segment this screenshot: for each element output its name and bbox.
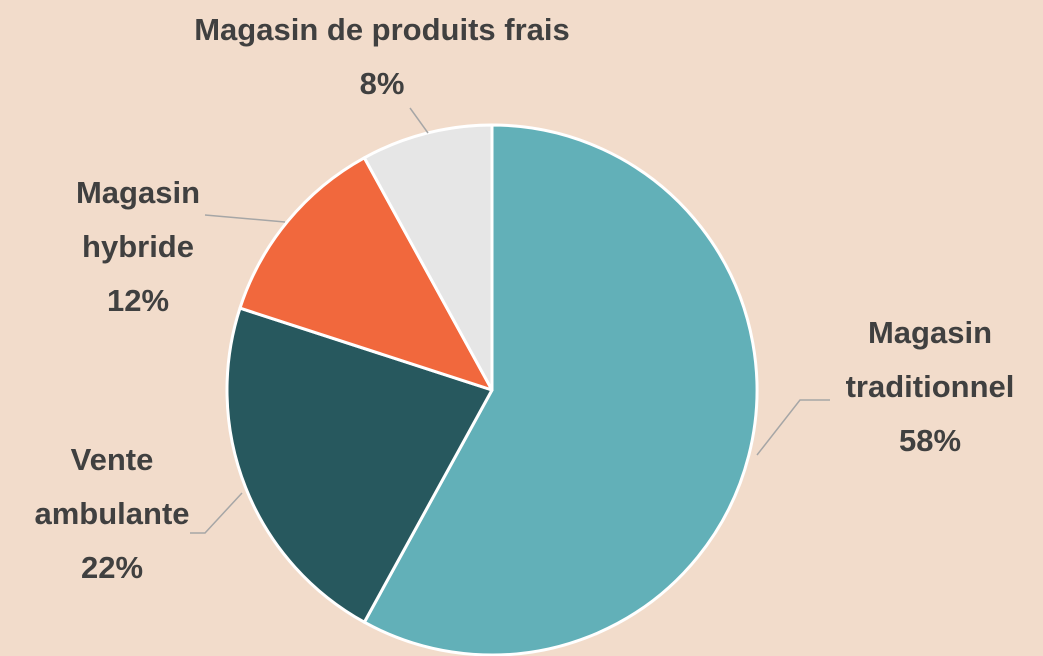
leader-line [204, 214, 286, 223]
category-label: Magasin de produits frais [194, 12, 570, 47]
value-label: 8% [359, 66, 405, 101]
value-label: 12% [106, 283, 170, 318]
pie-slice [238, 156, 494, 392]
leader-line [756, 399, 830, 456]
value-label: 58% [898, 423, 962, 458]
leader-line [190, 492, 243, 534]
category-label: Vente ambulante [34, 442, 190, 531]
pie-slice [225, 306, 494, 624]
leader-line [409, 107, 429, 134]
data-label: Magasin traditionnel 58% [825, 306, 1035, 468]
data-label: Vente ambulante 22% [12, 433, 212, 595]
pie-slice [362, 123, 494, 392]
data-label: Magasin de produits frais 8% [122, 3, 642, 111]
slices [225, 123, 759, 656]
pie-slice [362, 123, 759, 656]
category-label: Magasin hybride [75, 175, 201, 264]
category-label: Magasin traditionnel [845, 315, 1015, 404]
data-label: Magasin hybride 12% [63, 166, 213, 328]
value-label: 22% [80, 550, 144, 585]
